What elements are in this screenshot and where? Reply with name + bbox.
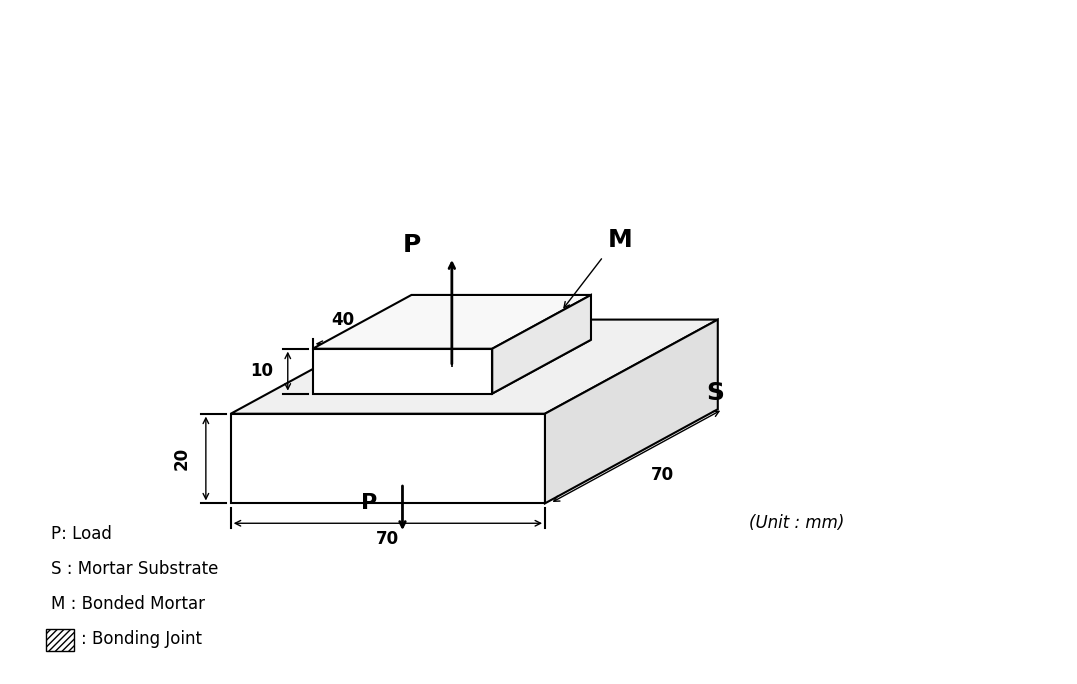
Text: (Unit : mm): (Unit : mm) — [750, 514, 844, 532]
Text: M : Bonded Mortar: M : Bonded Mortar — [52, 595, 206, 613]
Polygon shape — [545, 319, 717, 503]
Text: P: Load: P: Load — [52, 525, 112, 543]
Text: S: S — [705, 380, 724, 405]
Text: P: P — [361, 493, 378, 513]
Polygon shape — [230, 319, 717, 414]
Polygon shape — [230, 414, 545, 503]
Text: 40: 40 — [331, 311, 354, 329]
FancyBboxPatch shape — [46, 629, 74, 650]
Polygon shape — [312, 295, 591, 349]
Polygon shape — [312, 340, 591, 393]
Polygon shape — [492, 295, 591, 393]
Text: S : Mortar Substrate: S : Mortar Substrate — [52, 560, 219, 578]
Text: 70: 70 — [652, 466, 674, 484]
Text: 70: 70 — [376, 530, 400, 549]
Text: P: P — [403, 233, 421, 257]
Text: 40: 40 — [448, 311, 471, 329]
Text: : Bonding Joint: : Bonding Joint — [81, 630, 202, 648]
Text: 10: 10 — [250, 362, 272, 380]
Text: 20: 20 — [173, 447, 191, 470]
Text: M: M — [609, 228, 633, 252]
Polygon shape — [312, 349, 492, 393]
